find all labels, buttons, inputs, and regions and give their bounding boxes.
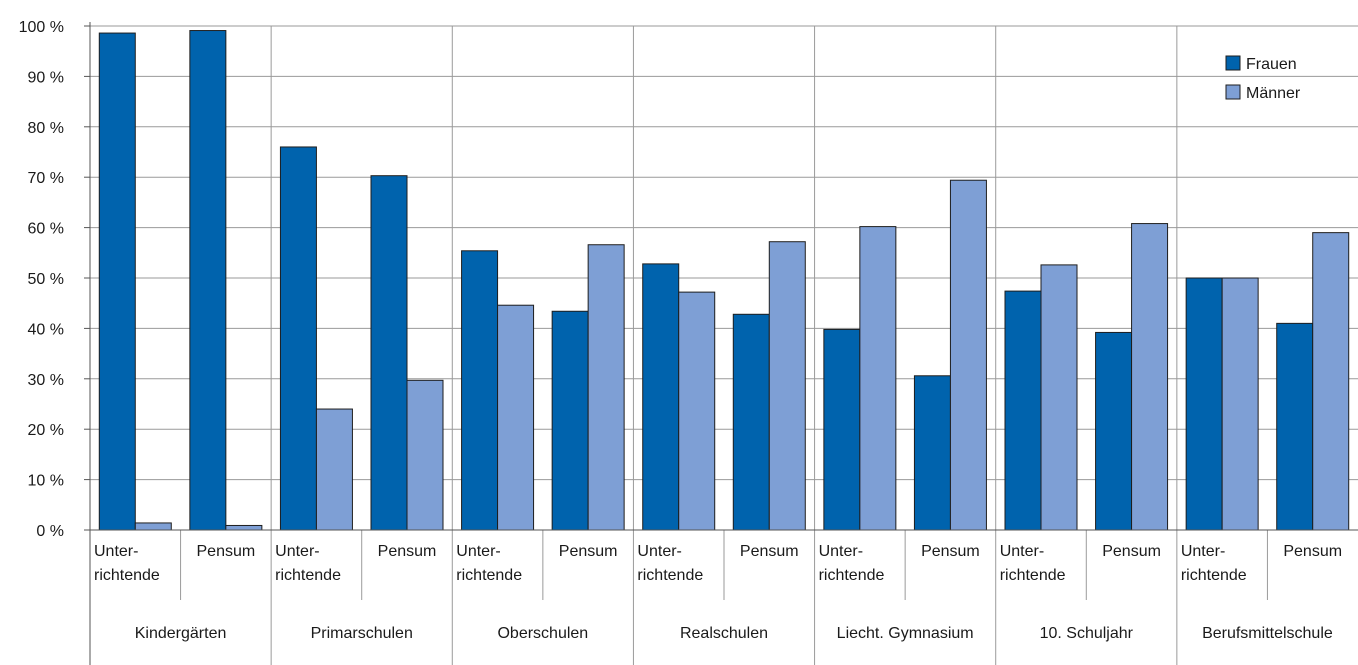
category-label: Unter- [637, 543, 681, 560]
bar-mnner [859, 226, 897, 531]
category-label: richtende [637, 567, 703, 584]
bar-mnner [134, 522, 172, 531]
category-label: richtende [94, 567, 160, 584]
group-label: Berufsmittelschule [1202, 625, 1333, 642]
legend-label: Männer [1246, 85, 1301, 102]
category-label: richtende [456, 567, 522, 584]
category-label: Unter- [1181, 543, 1225, 560]
bar-frauen [98, 32, 136, 531]
y-tick-label: 30 % [28, 372, 64, 389]
group-label: Primarschulen [311, 625, 413, 642]
bar-frauen [370, 175, 408, 531]
bar-mnner [497, 304, 535, 531]
category-label: richtende [1181, 567, 1247, 584]
category-label: Unter- [94, 543, 138, 560]
bar-mnner [1312, 232, 1350, 531]
bar-mnner [1131, 223, 1169, 531]
category-label: richtende [819, 567, 885, 584]
y-tick-label: 80 % [28, 120, 64, 137]
category-label: Pensum [1283, 543, 1342, 560]
bar-mnner [315, 408, 353, 531]
group-separators [180, 26, 1268, 665]
bar-mnner [1221, 277, 1259, 531]
y-tick-label: 50 % [28, 271, 64, 288]
bar-frauen [461, 250, 499, 531]
legend: Frauen Männer [1225, 55, 1301, 102]
category-label: Pensum [559, 543, 618, 560]
bar-frauen [1276, 322, 1314, 531]
legend-swatch [1225, 84, 1241, 100]
group-label: Oberschulen [497, 625, 588, 642]
bar-frauen [913, 375, 951, 531]
bar-frauen [1095, 331, 1133, 531]
category-label: Pensum [740, 543, 799, 560]
y-tick-label: 100 % [19, 19, 64, 36]
bar-frauen [279, 146, 317, 531]
y-tick-label: 20 % [28, 422, 64, 439]
category-label: Unter- [275, 543, 319, 560]
category-label: Unter- [456, 543, 500, 560]
bar-frauen [732, 313, 770, 531]
bar-mnner [678, 291, 716, 531]
category-label: Pensum [1102, 543, 1161, 560]
group-label: Realschulen [680, 625, 768, 642]
y-tick-label: 10 % [28, 473, 64, 490]
group-label: Kindergärten [135, 625, 227, 642]
group-labels: Kindergärten Primarschulen Oberschulen Real… [135, 625, 1333, 642]
category-label: Pensum [921, 543, 980, 560]
y-tick-label: 90 % [28, 69, 64, 86]
bar-mnner [949, 179, 987, 531]
category-label: richtende [1000, 567, 1066, 584]
bars [98, 30, 1350, 531]
y-tick-label: 70 % [28, 170, 64, 187]
bar-mnner [1040, 264, 1078, 531]
bar-mnner [587, 244, 625, 531]
y-tick-label: 0 % [36, 523, 64, 540]
bar-frauen [551, 310, 589, 531]
legend-label: Frauen [1246, 56, 1297, 73]
bar-frauen [189, 30, 227, 531]
axes [84, 22, 1358, 665]
bar-frauen [1004, 290, 1042, 531]
y-tick-label: 60 % [28, 221, 64, 238]
category-label: Pensum [378, 543, 437, 560]
y-tick-labels: 0 % 10 % 20 % 30 % 40 % 50 % 60 % 70 % 80 % 90 % 1… [19, 19, 64, 540]
legend-swatch [1225, 55, 1241, 71]
y-tick-label: 40 % [28, 321, 64, 338]
bar-mnner [406, 379, 444, 531]
group-label: Liecht. Gymnasium [837, 625, 974, 642]
x-category-labels: Unter-richtende Pensum Unter-richtende Pens… [94, 543, 1342, 584]
category-label: Unter- [819, 543, 863, 560]
bar-frauen [642, 263, 680, 531]
category-label: Unter- [1000, 543, 1044, 560]
bar-frauen [823, 328, 861, 531]
bar-frauen [1185, 277, 1223, 531]
category-label: richtende [275, 567, 341, 584]
bar-mnner [768, 241, 806, 531]
category-label: Pensum [197, 543, 256, 560]
bar-mnner [225, 524, 263, 531]
group-label: 10. Schuljahr [1040, 625, 1134, 642]
